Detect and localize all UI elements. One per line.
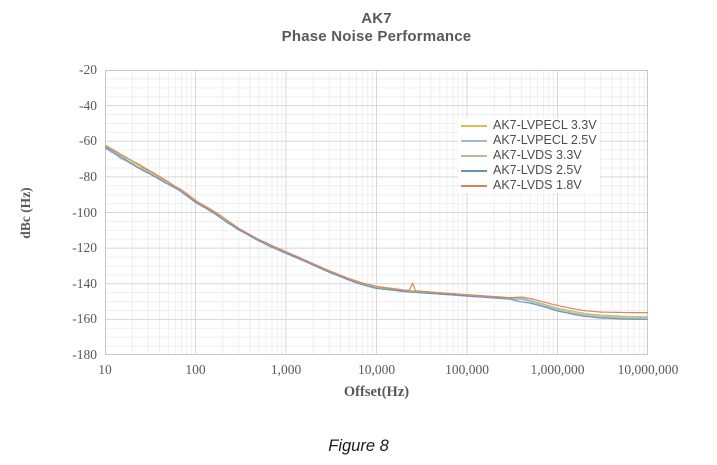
y-tick-label: -120 bbox=[72, 240, 97, 256]
legend-item-3: AK7-LVDS 3.3V bbox=[458, 148, 600, 163]
x-tick-label: 1,000 bbox=[270, 362, 302, 377]
figure-caption: Figure 8 bbox=[328, 437, 389, 455]
y-axis-title: dBc (Hz) bbox=[18, 187, 33, 239]
x-tick-label: 1,000,000 bbox=[530, 362, 585, 377]
legend-item-5: AK7-LVDS 1.8V bbox=[458, 178, 600, 193]
legend-label: AK7-LVPECL 3.3V bbox=[493, 118, 597, 132]
y-tick-label: -20 bbox=[79, 62, 97, 77]
series-line-ak7-lvds-2.5v bbox=[105, 146, 648, 320]
legend-item-4: AK7-LVDS 2.5V bbox=[458, 163, 600, 178]
legend-label: AK7-LVDS 3.3V bbox=[493, 148, 582, 162]
x-tick-label: 10,000 bbox=[357, 362, 396, 377]
chart-title-line1: AK7 bbox=[361, 10, 392, 27]
x-tick-label: 100,000 bbox=[445, 362, 489, 377]
y-tick-label: -80 bbox=[79, 168, 97, 184]
y-tick-label: -140 bbox=[72, 275, 97, 291]
y-tick-label: -100 bbox=[72, 204, 97, 220]
legend-line-swatch bbox=[461, 139, 487, 142]
legend-line-swatch bbox=[461, 124, 487, 127]
y-tick-label: -160 bbox=[72, 311, 97, 327]
chart-title-line2: Phase Noise Performance bbox=[281, 28, 472, 45]
plot-area bbox=[105, 70, 648, 355]
x-tick-label: 10 bbox=[98, 362, 112, 377]
chart-legend: AK7-LVPECL 3.3V AK7-LVPECL 2.5V AK7-LVDS 3… bbox=[458, 118, 600, 193]
x-axis-title: Offset(Hz) bbox=[343, 384, 410, 400]
legend-line-swatch bbox=[461, 184, 487, 187]
legend-item-2: AK7-LVPECL 2.5V bbox=[458, 133, 600, 148]
y-tick-label: -60 bbox=[79, 133, 97, 149]
legend-item-1: AK7-LVPECL 3.3V bbox=[458, 118, 600, 133]
x-tick-label: 10,000,000 bbox=[617, 362, 679, 377]
x-tick-label: 100 bbox=[185, 362, 206, 377]
legend-line-swatch bbox=[461, 169, 487, 172]
series-line-ak7-lvds-1.8v bbox=[105, 145, 648, 314]
legend-label: AK7-LVDS 1.8V bbox=[493, 178, 582, 192]
plot-border bbox=[105, 70, 648, 355]
legend-label: AK7-LVDS 2.5V bbox=[493, 163, 582, 177]
y-tick-label: -40 bbox=[79, 97, 97, 113]
legend-label: AK7-LVPECL 2.5V bbox=[493, 133, 597, 147]
y-tick-label: -180 bbox=[72, 347, 97, 362]
legend-line-swatch bbox=[461, 154, 487, 157]
